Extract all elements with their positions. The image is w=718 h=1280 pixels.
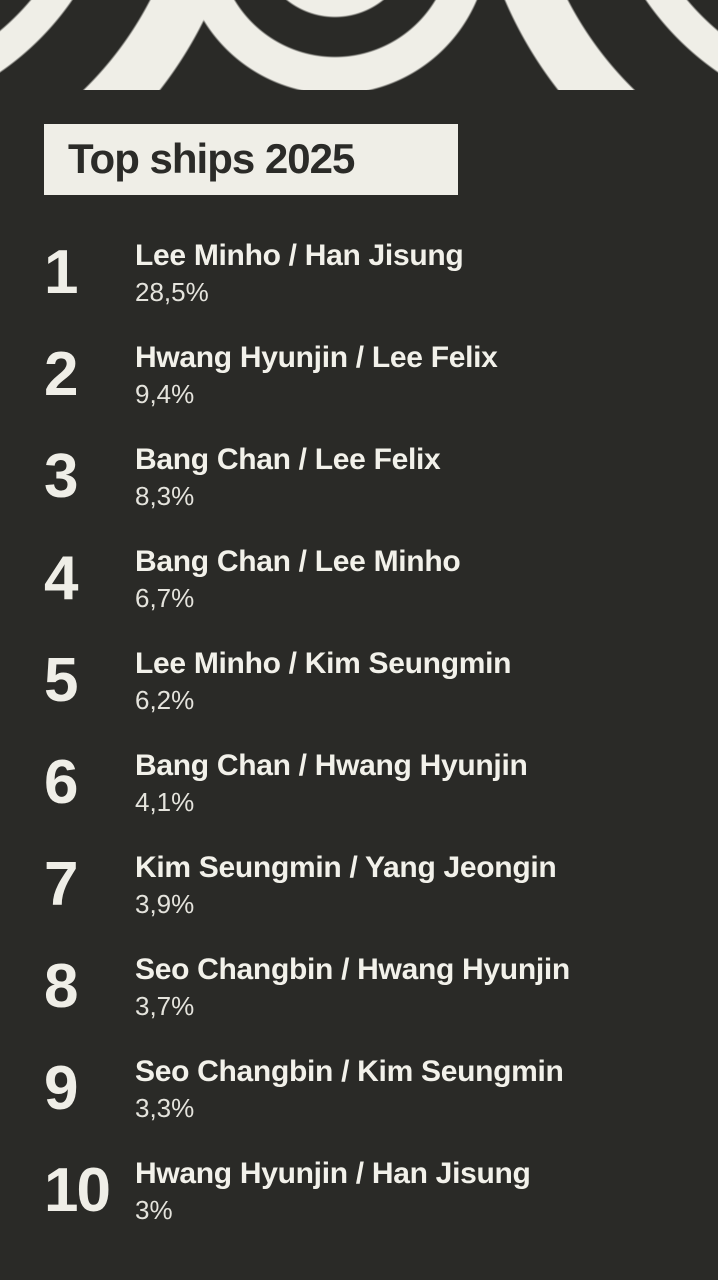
rank-text-block: Hwang Hyunjin / Han Jisung 3% — [135, 1157, 688, 1225]
ship-pair: Hwang Hyunjin / Lee Felix — [135, 341, 498, 374]
rank-number: 9 — [44, 1054, 78, 1123]
ship-pair: Kim Seungmin / Yang Jeongin — [135, 851, 557, 884]
ship-percentage: 9,4% — [135, 379, 195, 409]
ship-percentage: 6,7% — [135, 583, 195, 613]
ranking-row: 3 Bang Chan / Lee Felix 8,3% — [44, 426, 688, 528]
ship-pair: Hwang Hyunjin / Han Jisung — [135, 1157, 531, 1190]
ship-percentage: 3,3% — [135, 1093, 195, 1123]
rank-number: 4 — [44, 544, 78, 613]
ship-percentage: 28,5% — [135, 277, 209, 307]
ranking-row: 7 Kim Seungmin / Yang Jeongin 3,9% — [44, 834, 688, 936]
rank-text-block: Bang Chan / Lee Felix 8,3% — [135, 443, 688, 511]
ranking-row: 9 Seo Changbin / Kim Seungmin 3,3% — [44, 1038, 688, 1140]
page-title: Top ships 2025 — [68, 135, 355, 182]
ship-percentage: 4,1% — [135, 787, 195, 817]
ranking-row: 10 Hwang Hyunjin / Han Jisung 3% — [44, 1140, 688, 1242]
ship-pair: Lee Minho / Han Jisung — [135, 239, 464, 272]
rank-number: 8 — [44, 952, 78, 1021]
rank-text-block: Seo Changbin / Hwang Hyunjin 3,7% — [135, 953, 688, 1021]
rank-number: 3 — [44, 442, 78, 511]
rank-number: 1 — [44, 238, 78, 307]
rank-text-block: Lee Minho / Han Jisung 28,5% — [135, 239, 688, 307]
ship-percentage: 6,2% — [135, 685, 195, 715]
ship-pair: Seo Changbin / Kim Seungmin — [135, 1055, 564, 1088]
rank-number: 6 — [44, 748, 78, 817]
ship-pair: Bang Chan / Hwang Hyunjin — [135, 749, 528, 782]
ranking-list: 1 Lee Minho / Han Jisung 28,5% 2 Hwang H… — [44, 222, 688, 1242]
ship-percentage: 3,9% — [135, 889, 195, 919]
ranking-row: 2 Hwang Hyunjin / Lee Felix 9,4% — [44, 324, 688, 426]
rank-text-block: Lee Minho / Kim Seungmin 6,2% — [135, 647, 688, 715]
rank-text-block: Bang Chan / Lee Minho 6,7% — [135, 545, 688, 613]
rank-text-block: Kim Seungmin / Yang Jeongin 3,9% — [135, 851, 688, 919]
ranking-row: 6 Bang Chan / Hwang Hyunjin 4,1% — [44, 732, 688, 834]
ship-percentage: 8,3% — [135, 481, 195, 511]
rank-text-block: Bang Chan / Hwang Hyunjin 4,1% — [135, 749, 688, 817]
title-banner: Top ships 2025 — [44, 124, 458, 195]
rank-number: 7 — [44, 850, 78, 919]
ranking-row: 4 Bang Chan / Lee Minho 6,7% — [44, 528, 688, 630]
ship-pair: Lee Minho / Kim Seungmin — [135, 647, 512, 680]
ship-percentage: 3,7% — [135, 991, 195, 1021]
rank-number: 5 — [44, 646, 78, 715]
ranking-row: 5 Lee Minho / Kim Seungmin 6,2% — [44, 630, 688, 732]
ship-pair: Bang Chan / Lee Felix — [135, 443, 441, 476]
ranking-row: 1 Lee Minho / Han Jisung 28,5% — [44, 222, 688, 324]
ship-pair: Seo Changbin / Hwang Hyunjin — [135, 953, 570, 986]
rank-number: 10 — [44, 1156, 111, 1225]
ship-pair: Bang Chan / Lee Minho — [135, 545, 461, 578]
rank-text-block: Seo Changbin / Kim Seungmin 3,3% — [135, 1055, 688, 1123]
ship-percentage: 3% — [135, 1195, 173, 1225]
concentric-circles-decoration — [0, 0, 718, 90]
rank-text-block: Hwang Hyunjin / Lee Felix 9,4% — [135, 341, 688, 409]
ranking-row: 8 Seo Changbin / Hwang Hyunjin 3,7% — [44, 936, 688, 1038]
rank-number: 2 — [44, 340, 78, 409]
